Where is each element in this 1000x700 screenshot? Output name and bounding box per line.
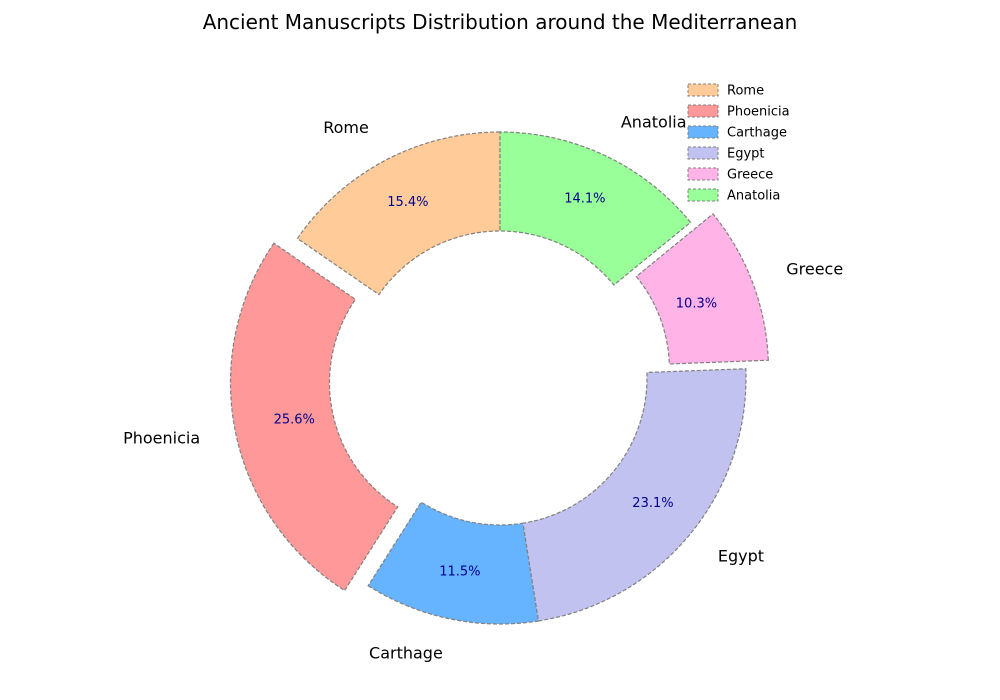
labels-group: Rome 15.4% Phoenicia 25.6% Carthage 11.5% Egyp… (123, 113, 843, 663)
slice-label-anatolia: Anatolia (621, 113, 687, 132)
legend-swatch-rome (687, 83, 719, 97)
slice-label-phoenicia: Phoenicia (123, 429, 200, 448)
legend-label-anatolia: Anatolia (727, 189, 780, 204)
legend: Rome Phoenicia Carthage Egypt Greece Anatolia (687, 83, 790, 204)
slice-label-greece: Greece (786, 259, 843, 278)
legend-swatch-greece (687, 167, 719, 181)
pct-label-anatolia: 14.1% (564, 192, 605, 207)
slice-label-carthage: Carthage (369, 644, 443, 663)
pct-label-phoenicia: 25.6% (274, 412, 315, 427)
slice-rome (296, 131, 501, 296)
legend-swatch-phoenicia (687, 104, 719, 118)
legend-label-rome: Rome (727, 84, 764, 99)
slices-group (229, 131, 769, 625)
slice-phoenicia (229, 242, 399, 592)
slice-carthage (367, 501, 540, 625)
legend-label-egypt: Egypt (727, 147, 765, 162)
slice-egypt (522, 368, 747, 622)
slice-label-egypt: Egypt (718, 547, 764, 566)
legend-label-greece: Greece (727, 168, 773, 183)
legend-swatch-carthage (687, 125, 719, 139)
pct-label-egypt: 23.1% (632, 496, 673, 511)
legend-label-phoenicia: Phoenicia (727, 105, 790, 120)
legend-swatch-anatolia (687, 188, 719, 202)
legend-swatch-egypt (687, 146, 719, 160)
pct-label-carthage: 11.5% (439, 564, 480, 579)
slice-anatolia (499, 131, 692, 286)
pct-label-rome: 15.4% (387, 195, 428, 210)
legend-label-carthage: Carthage (727, 126, 787, 141)
slice-label-rome: Rome (323, 118, 369, 137)
pct-label-greece: 10.3% (676, 296, 717, 311)
chart-title: Ancient Manuscripts Distribution around … (202, 10, 798, 34)
slice-greece (635, 213, 769, 365)
